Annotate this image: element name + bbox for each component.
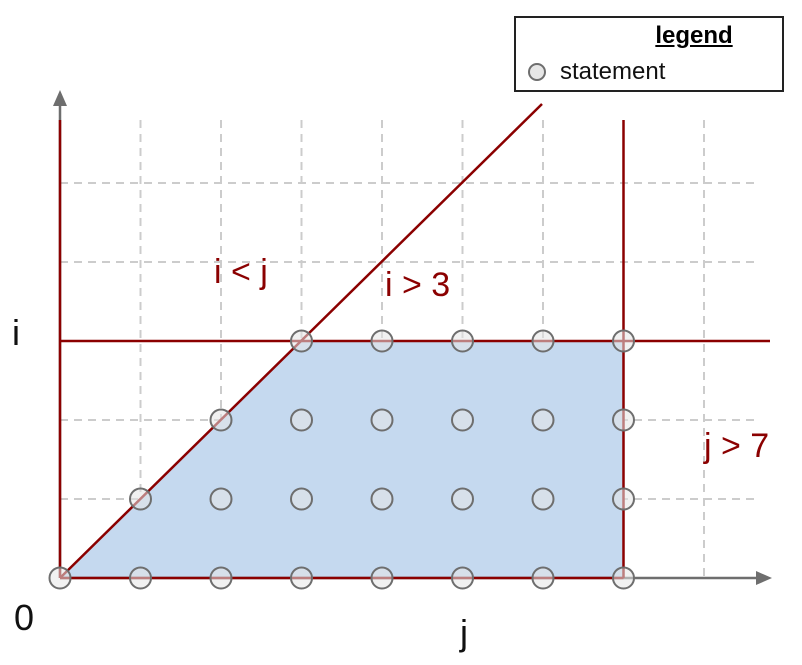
statement-point bbox=[209, 487, 233, 511]
statement-point bbox=[129, 487, 152, 511]
statement-point bbox=[612, 487, 635, 511]
statement-point bbox=[531, 487, 555, 511]
feasible-region bbox=[60, 341, 624, 578]
legend-title: legend bbox=[655, 22, 733, 49]
statement-point bbox=[531, 566, 555, 590]
statement-point bbox=[209, 408, 233, 432]
statement-point bbox=[290, 408, 313, 432]
constraint-label-i-gt-3: i > 3 bbox=[385, 266, 450, 304]
statement-point bbox=[531, 329, 555, 353]
constraint-label-j-gt-7: j > 7 bbox=[703, 427, 769, 465]
statement-point bbox=[612, 566, 635, 590]
statement-point bbox=[370, 329, 394, 353]
x-axis-label: j bbox=[459, 612, 468, 653]
statement-point bbox=[451, 487, 474, 511]
statement-point bbox=[290, 329, 313, 353]
statement-point bbox=[209, 566, 233, 590]
legend: legend statement bbox=[514, 16, 784, 92]
statement-point bbox=[612, 408, 635, 432]
y-axis-label: i bbox=[12, 312, 20, 353]
statement-point bbox=[370, 566, 394, 590]
statement-point bbox=[451, 566, 474, 590]
statement-point bbox=[129, 566, 152, 590]
y-axis-arrow-icon bbox=[53, 90, 67, 106]
origin-label: 0 bbox=[14, 597, 34, 638]
statement-point bbox=[290, 487, 313, 511]
statement-point bbox=[370, 487, 394, 511]
constraint-label-i-lt-j: i < j bbox=[214, 253, 268, 291]
statement-point bbox=[451, 408, 474, 432]
statement-point bbox=[370, 408, 394, 432]
statement-point bbox=[531, 408, 555, 432]
statement-point bbox=[612, 329, 635, 353]
x-axis-arrow-icon bbox=[756, 571, 772, 585]
statement-point bbox=[48, 566, 72, 590]
statement-point bbox=[451, 329, 474, 353]
legend-entry-statement: statement bbox=[528, 58, 665, 86]
circle-marker-icon bbox=[528, 63, 546, 81]
statement-point bbox=[290, 566, 313, 590]
statement-points bbox=[48, 329, 635, 590]
legend-entry-label: statement bbox=[560, 58, 666, 85]
